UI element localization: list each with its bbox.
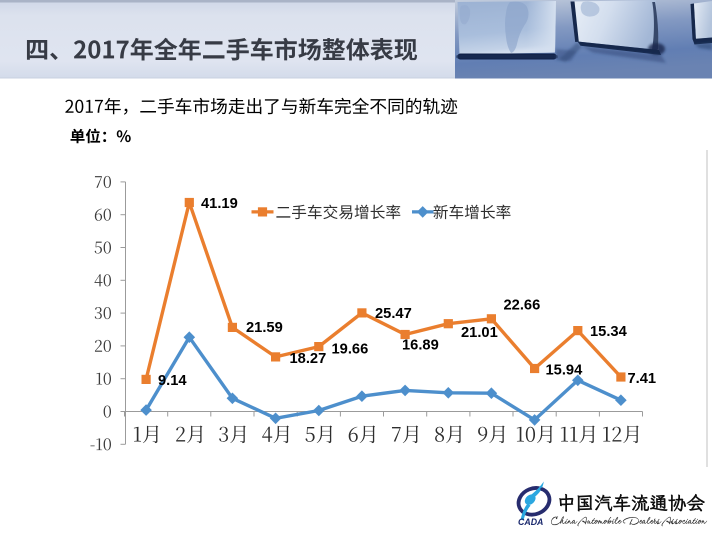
svg-text:41.19: 41.19 — [201, 196, 238, 212]
svg-text:9.14: 9.14 — [158, 373, 187, 389]
svg-text:19.66: 19.66 — [332, 341, 369, 357]
svg-text:7.41: 7.41 — [628, 371, 657, 387]
svg-text:21.59: 21.59 — [246, 320, 283, 336]
svg-text:22.66: 22.66 — [504, 298, 541, 314]
svg-text:25.47: 25.47 — [375, 306, 412, 322]
svg-text:15.34: 15.34 — [590, 324, 628, 340]
svg-text:18.27: 18.27 — [290, 351, 327, 367]
svg-text:21.01: 21.01 — [461, 325, 498, 341]
svg-text:15.94: 15.94 — [546, 363, 584, 379]
svg-text:CADA: CADA — [518, 517, 543, 527]
svg-text:16.89: 16.89 — [402, 338, 439, 354]
